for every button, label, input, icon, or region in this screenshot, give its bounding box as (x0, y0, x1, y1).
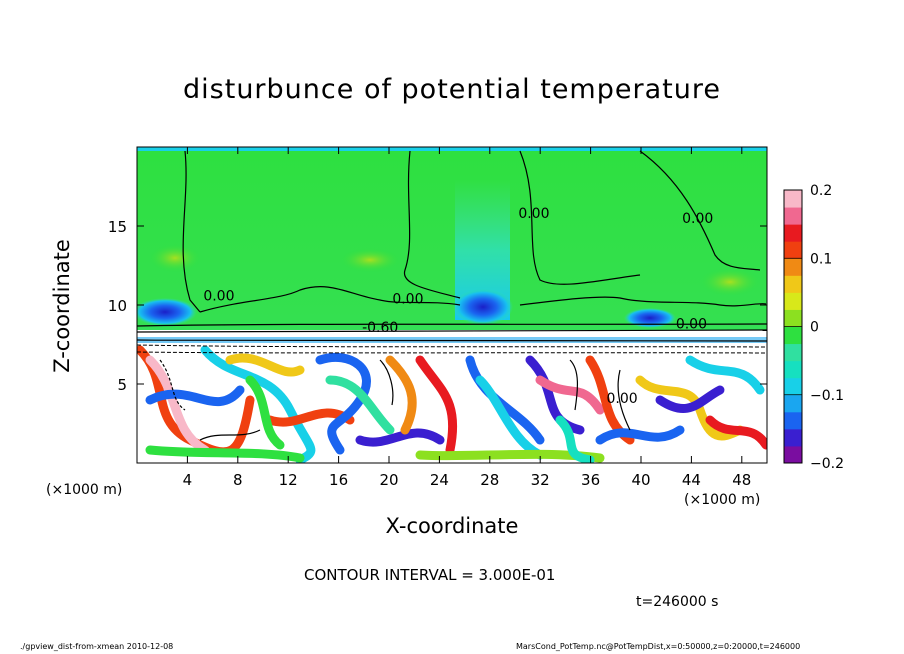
chart-title: disturbunce of potential temperature (183, 74, 721, 105)
colorbar-tick-label: −0.2 (810, 456, 844, 472)
x-tick-label: 8 (233, 471, 243, 489)
contour-label: -0.60 (362, 320, 398, 336)
x-unit-left: (×1000 m) (46, 482, 123, 498)
contour-labels: 0.00 0.00 -0.60 0.00 0.00 0.00 0.00 (203, 206, 713, 407)
y-tick-label: 15 (108, 218, 127, 236)
colorbar-swatch (784, 309, 802, 327)
colorbar-swatch (784, 394, 802, 413)
footer-right: MarsCond_PotTemp.nc@PotTempDist,x=0:5000… (516, 642, 801, 651)
colorbar: 0.2 0.1 0 −0.1 −0.2 (783, 183, 844, 472)
colorbar-swatch (784, 445, 802, 464)
colorbar-tick-label: −0.1 (810, 388, 844, 404)
y-tick-label: 10 (108, 297, 127, 315)
colorbar-swatch (784, 207, 802, 225)
colorbar-swatch (784, 343, 802, 362)
colorbar-swatch (784, 241, 802, 259)
colorbar-swatch (784, 326, 802, 345)
x-tick-label: 28 (480, 471, 499, 489)
x-tick-label: 36 (581, 471, 600, 489)
x-tick-label: 32 (531, 471, 550, 489)
x-tick-label: 44 (682, 471, 701, 489)
colorbar-swatch (784, 275, 802, 293)
colorbar-swatch (784, 360, 802, 379)
time-label: t=246000 s (636, 594, 719, 610)
x-tick-label: 16 (329, 471, 348, 489)
colorbar-swatch (784, 377, 802, 396)
colorbar-swatch (784, 258, 802, 276)
contour-label: 0.00 (682, 211, 713, 227)
x-tick-label: 48 (732, 471, 751, 489)
colorbar-swatch (784, 411, 802, 430)
x-tick-label: 20 (379, 471, 398, 489)
colorbar-tick-label: 0.1 (810, 251, 832, 267)
y-axis: 5 10 15 (108, 218, 767, 394)
contour-label: 0.00 (392, 291, 423, 307)
y-axis-label: Z-coordinate (50, 239, 74, 373)
colorbar-tick-label: 0.2 (810, 183, 832, 199)
heatmap-field (137, 147, 767, 463)
x-tick-label: 24 (430, 471, 449, 489)
contour-interval: CONTOUR INTERVAL = 3.000E-01 (304, 566, 556, 584)
contour-label: 0.00 (676, 317, 707, 333)
colorbar-swatch (784, 224, 802, 242)
colorbar-swatch (784, 292, 802, 310)
contour-label: 0.00 (607, 391, 638, 407)
x-axis: 4 8 12 16 20 24 28 32 36 40 44 48 (183, 147, 751, 489)
x-tick-label: 40 (631, 471, 650, 489)
colorbar-tick-label: 0 (810, 320, 819, 336)
contour-label: 0.00 (203, 288, 234, 304)
x-tick-label: 12 (279, 471, 298, 489)
y-tick-label: 5 (117, 376, 127, 394)
contour-label: 0.00 (518, 206, 549, 222)
colorbar-swatch (784, 190, 802, 208)
colorbar-swatch (784, 428, 802, 447)
footer-left: ./gpview_dist-from-xmean 2010-12-08 (20, 642, 174, 651)
x-tick-label: 4 (183, 471, 193, 489)
x-unit-right: (×1000 m) (684, 492, 761, 508)
x-axis-label: X-coordinate (385, 514, 519, 538)
